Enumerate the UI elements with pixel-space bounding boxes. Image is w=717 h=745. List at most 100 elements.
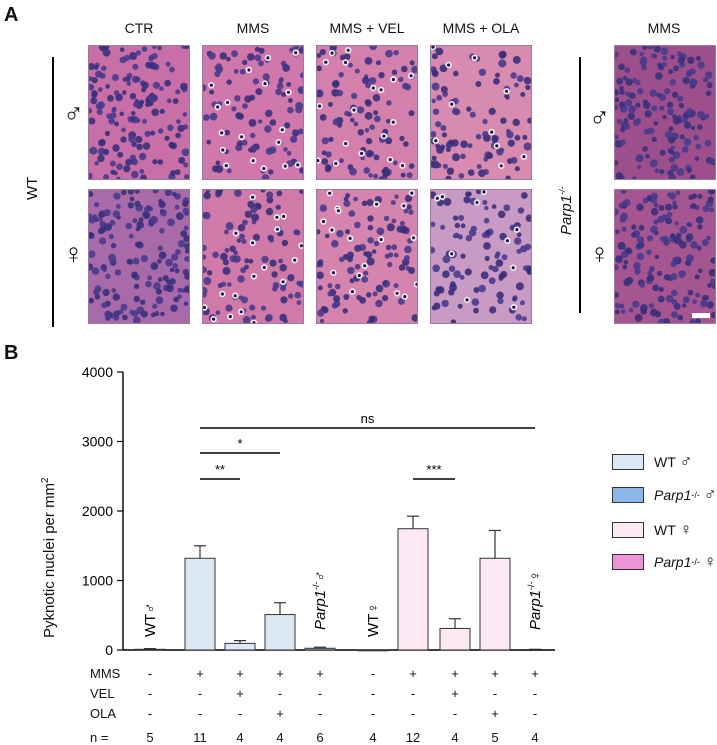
nucleus-dot — [220, 252, 228, 261]
nucleus-dot — [394, 194, 399, 199]
nucleus-dot — [619, 101, 626, 108]
nucleus-dot — [317, 309, 325, 317]
y-tick-label: 3000 — [82, 434, 113, 450]
nucleus-dot — [162, 275, 169, 282]
nucleus-dot — [615, 303, 621, 309]
nucleus-dot — [317, 285, 323, 291]
histology-wt-female-mms-ola — [430, 189, 532, 324]
nucleus-dot — [347, 266, 355, 275]
pyknotic-nucleus — [252, 321, 256, 323]
nucleus-dot — [448, 139, 454, 145]
pyknotic-nucleus — [324, 60, 328, 64]
nucleus-dot — [235, 112, 243, 120]
nucleus-dot — [95, 102, 103, 110]
histology-wt-male-mms-ola — [430, 45, 532, 180]
nucleus-dot — [225, 304, 233, 312]
nucleus-dot — [99, 237, 107, 245]
nucleus-dot — [633, 262, 641, 270]
nucleus-dot — [636, 154, 644, 162]
nucleus-dot — [665, 294, 674, 303]
nucleus-dot — [453, 270, 461, 278]
nucleus-dot — [364, 58, 370, 63]
nucleus-dot — [708, 268, 715, 277]
pyknotic-nucleus — [440, 195, 444, 199]
nucleus-dot — [677, 314, 684, 321]
nucleus-dot — [276, 190, 283, 197]
nucleus-dot — [361, 276, 368, 283]
pyknotic-nucleus — [262, 166, 266, 171]
nucleus-dot — [393, 252, 399, 258]
nucleus-dot — [615, 89, 619, 96]
nucleus-dot — [269, 259, 277, 267]
nucleus-dot — [440, 224, 446, 230]
nucleus-dot — [386, 119, 391, 124]
nucleus-dot — [226, 79, 232, 85]
nucleus-dot — [178, 156, 186, 164]
nucleus-dot — [117, 151, 124, 158]
nucleus-dot — [317, 53, 322, 59]
nucleus-dot — [91, 267, 100, 275]
nucleus-dot — [317, 271, 324, 280]
nucleus-dot — [127, 202, 135, 209]
nucleus-dot — [672, 116, 681, 125]
nucleus-dot — [694, 156, 700, 161]
nucleus-dot — [637, 88, 644, 95]
nucleus-dot — [164, 135, 170, 141]
histology-ko-male-mms — [614, 45, 716, 180]
nucleus-dot — [647, 46, 654, 50]
nucleus-dot — [373, 115, 381, 123]
pyknotic-nucleus — [216, 105, 220, 109]
nucleus-dot — [506, 128, 511, 134]
nucleus-dot — [695, 143, 702, 150]
nucleus-dot — [150, 130, 156, 136]
nucleus-dot — [405, 266, 411, 271]
nucleus-dot — [224, 129, 231, 136]
nucleus-dot — [294, 291, 302, 299]
histology-texture — [615, 46, 715, 179]
nucleus-dot — [343, 200, 351, 207]
nucleus-dot — [242, 103, 248, 109]
nucleus-dot — [466, 106, 472, 112]
nucleus-dot — [669, 79, 677, 86]
nucleus-dot — [403, 208, 409, 214]
nucleus-dot — [112, 210, 120, 218]
nucleus-dot — [645, 154, 650, 159]
pyknotic-nucleus — [234, 231, 238, 235]
nucleus-dot — [625, 99, 633, 107]
nucleus-dot — [503, 204, 511, 212]
nucleus-dot — [298, 46, 303, 54]
legend-swatch — [612, 522, 644, 538]
nucleus-dot — [616, 77, 624, 85]
nucleus-dot — [114, 269, 122, 276]
nucleus-dot — [94, 160, 99, 166]
histology-wt-female-mms — [202, 189, 304, 324]
nucleus-dot — [615, 255, 623, 264]
nucleus-dot — [668, 173, 675, 179]
nucleus-dot — [367, 237, 374, 244]
pyknotic-nucleus — [344, 142, 348, 146]
nucleus-dot — [385, 49, 393, 58]
nucleus-dot — [98, 46, 106, 52]
nucleus-dot — [159, 228, 165, 234]
condition-value: - — [147, 686, 153, 701]
nucleus-dot — [703, 77, 709, 83]
condition-value: + — [236, 686, 244, 701]
nucleus-dot — [131, 116, 136, 122]
nucleus-dot — [129, 196, 135, 202]
nucleus-dot — [628, 105, 635, 112]
condition-value: - — [492, 686, 498, 701]
nucleus-dot — [669, 192, 677, 200]
nucleus-dot — [286, 82, 292, 87]
nucleus-dot — [688, 194, 694, 200]
pyknotic-nucleus — [409, 74, 413, 78]
nucleus-dot — [650, 225, 658, 234]
nucleus-dot — [709, 207, 715, 213]
pyknotic-nucleus — [226, 100, 230, 105]
nucleus-dot — [660, 47, 669, 55]
nucleus-dot — [110, 169, 116, 175]
ko-group-line — [579, 57, 581, 313]
nucleus-dot — [266, 109, 273, 117]
nucleus-dot — [670, 54, 675, 60]
nucleus-dot — [89, 172, 93, 179]
nucleus-dot — [248, 119, 257, 127]
